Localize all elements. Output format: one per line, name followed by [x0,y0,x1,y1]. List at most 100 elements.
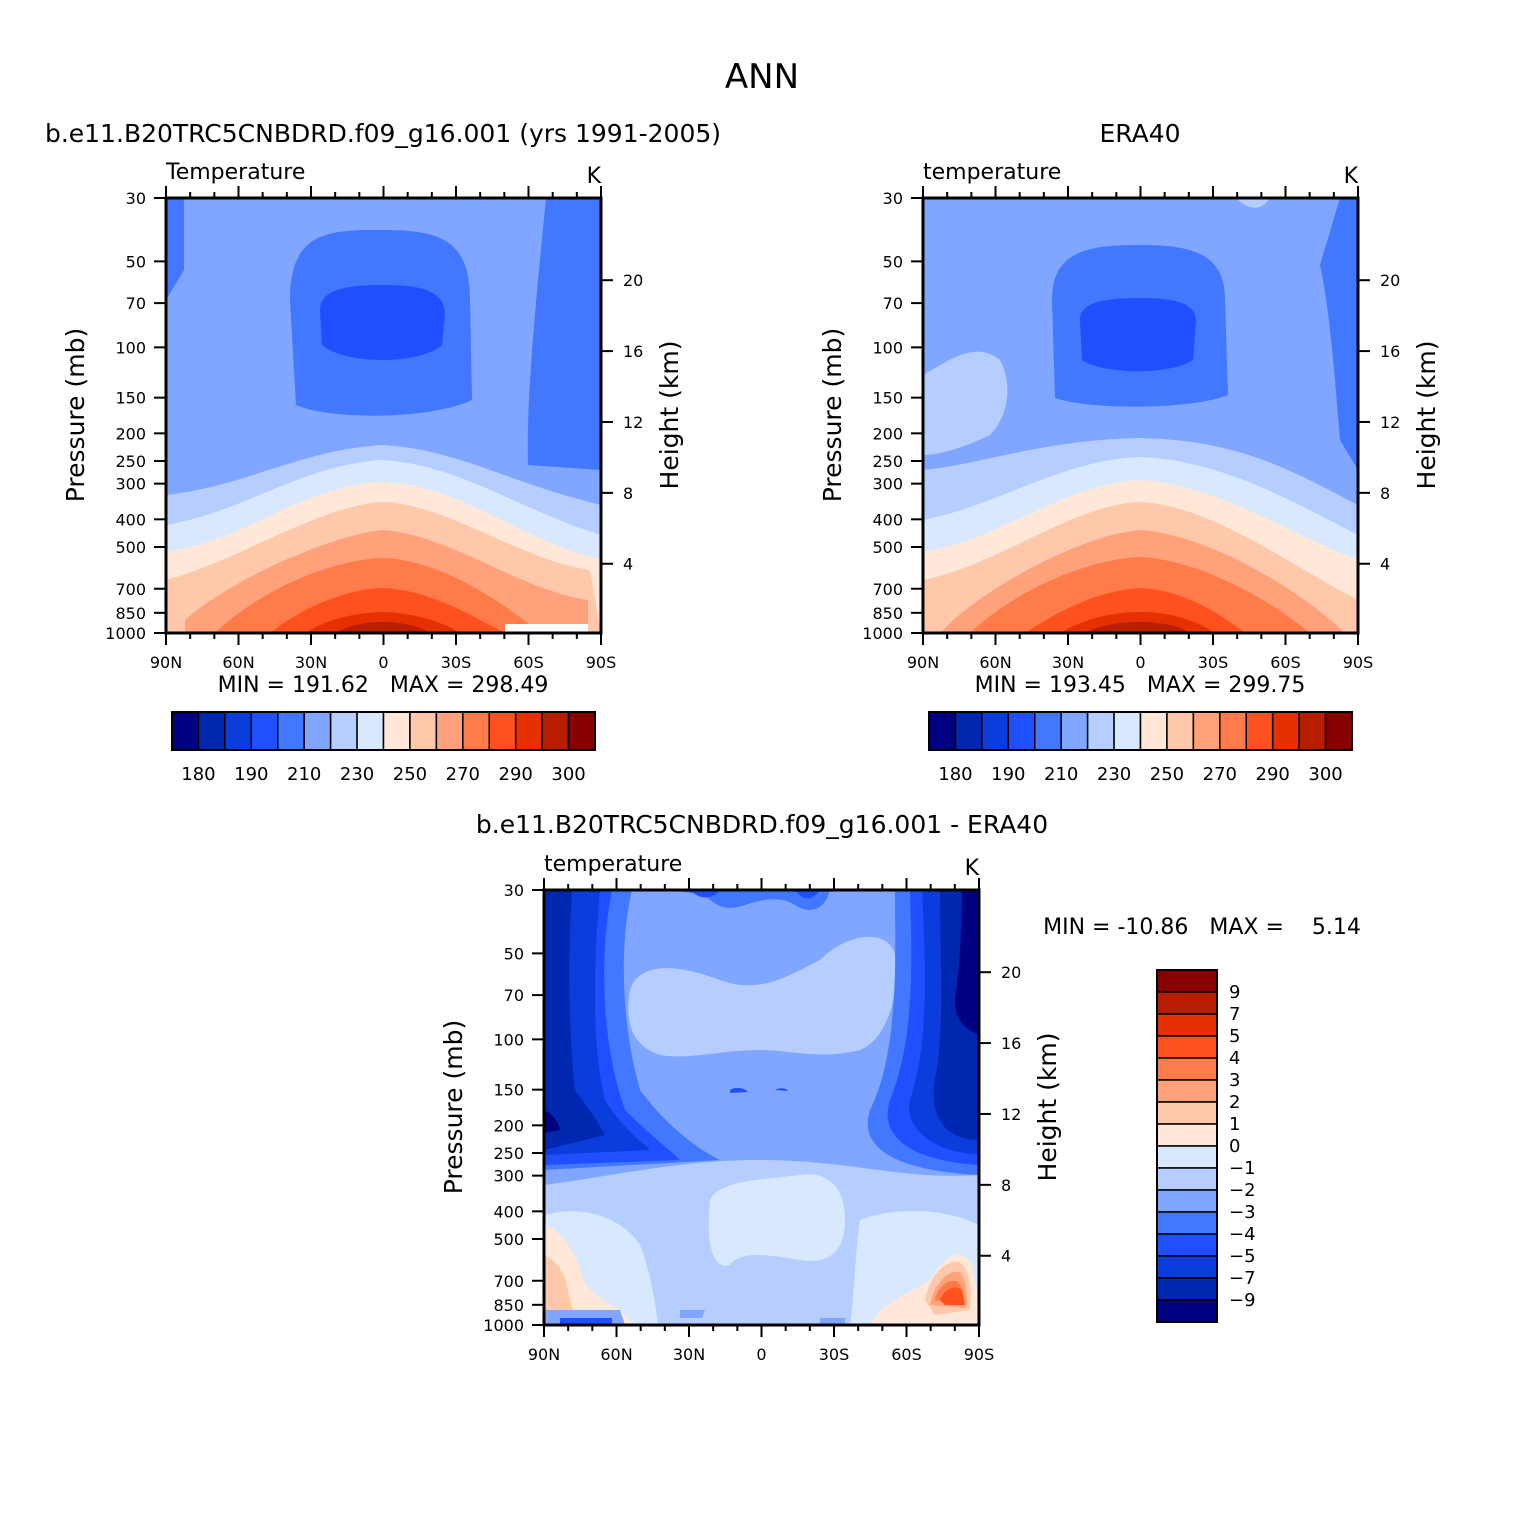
y-right-tick-label: 4 [1380,555,1390,574]
colorbar-label: 250 [1150,764,1184,785]
colorbar: 180 190 210 230 250 270 290 300 [171,711,596,785]
colorbar-swatch [250,711,279,751]
x-tick-label: 0 [1135,653,1145,672]
contour-field [166,198,601,633]
colorbar-swatch [1156,1255,1218,1279]
min-max-stats: MIN = 193.45 MAX = 299.75 [975,673,1306,698]
x-tick-label: 90N [528,1345,560,1364]
colorbar-swatch [1034,711,1062,751]
colorbar-swatch [1113,711,1142,751]
colorbar-label: 190 [991,764,1025,785]
y-tick-label: 300 [493,1167,524,1186]
y-tick-label: 500 [493,1230,524,1249]
y-tick-label: 50 [883,252,903,271]
x-tick-label: 30N [1052,653,1084,672]
y-axis-label: Pressure (mb) [818,328,847,502]
colorbar-label: 300 [1308,764,1342,785]
x-tick-label: 30S [819,1345,850,1364]
variable-label: temperature [923,160,1061,185]
colorbar-label: −4 [1229,1224,1256,1245]
colorbar-label: 210 [1044,764,1078,785]
colorbar-swatch [1156,1167,1218,1191]
y-right-tick-label: 16 [1001,1034,1021,1053]
contour-field [544,890,979,1325]
colorbar-swatch [981,711,1010,751]
y-tick-label: 100 [493,1030,524,1049]
colorbar-swatch [1156,1057,1218,1081]
y-tick-label: 700 [493,1272,524,1291]
y-tick-label: 50 [126,252,146,271]
y-right-tick-label: 20 [1001,963,1021,982]
page-title: ANN [725,57,799,97]
y-tick-label: 150 [115,389,146,408]
y-tick-label: 200 [872,424,903,443]
y-right-tick-label: 4 [1001,1247,1011,1266]
colorbar-label: 5 [1229,1026,1240,1047]
colorbar-label: −2 [1229,1180,1256,1201]
colorbar-label: −1 [1229,1158,1256,1179]
colorbar-swatch [1166,711,1195,751]
y-tick-label: 300 [872,475,903,494]
panel-model: b.e11.B20TRC5CNBDRD.f09_g16.001 (yrs 199… [45,119,721,785]
x-tick-label: 0 [756,1345,766,1364]
y-tick-label: 30 [126,189,146,208]
x-tick-label: 0 [378,653,388,672]
x-tick-label: 90N [907,653,939,672]
colorbar-label: 230 [340,764,374,785]
colorbar-swatch [1060,711,1089,751]
y-right-tick-label: 8 [1001,1176,1011,1195]
y-tick-label: 1000 [483,1316,524,1335]
y-tick-label: 850 [493,1296,524,1315]
y-right-tick-label: 8 [1380,484,1390,503]
colorbar-swatch [329,711,358,751]
y-tick-label: 70 [126,294,146,313]
y-tick-label: 850 [115,604,146,623]
units-label: K [1344,164,1359,189]
y-tick-label: 100 [115,338,146,357]
x-tick-label: 30S [441,653,472,672]
colorbar-swatch [1007,711,1036,751]
x-tick-label: 90S [964,1345,995,1364]
y-axis-label: Pressure (mb) [61,328,90,502]
colorbar-label: 9 [1229,982,1240,1003]
colorbar-swatch [1156,1123,1218,1147]
y-tick-label: 400 [872,510,903,529]
colorbar-label: 3 [1229,1070,1240,1091]
colorbar-swatch [1156,1277,1218,1301]
colorbar-label: 4 [1229,1048,1240,1069]
colorbar-label: 290 [499,764,533,785]
units-label: K [587,164,602,189]
colorbar-swatch [1298,711,1327,751]
variable-label: Temperature [165,160,305,185]
colorbar-swatch [303,711,332,751]
colorbar-frame [171,711,596,751]
y-right-tick-label: 20 [623,271,643,290]
colorbar-swatch [1139,711,1168,751]
y-tick-label: 70 [504,986,524,1005]
x-tick-label: 60N [979,653,1011,672]
y-tick-label: 70 [883,294,903,313]
colorbar-label: 180 [938,764,972,785]
y-right-tick-label: 20 [1380,271,1400,290]
y-tick-label: 150 [493,1081,524,1100]
contour-field [923,198,1358,633]
colorbar-swatch [928,711,957,751]
colorbar-swatch [1324,711,1353,751]
colorbar-label: 290 [1256,764,1290,785]
x-tick-label: 60S [1270,653,1301,672]
colorbar-label: 250 [393,764,427,785]
y-right-tick-label: 12 [1380,413,1400,432]
min-max-stats: MIN = -10.86 MAX = 5.14 [1043,915,1361,940]
colorbar-swatch [462,711,490,751]
y-tick-label: 250 [872,452,903,471]
colorbar-label: 190 [234,764,268,785]
colorbar-swatch [1156,1035,1218,1059]
colorbar-swatch [1245,711,1274,751]
colorbar-label: −7 [1229,1268,1256,1289]
colorbar-frame [928,711,1353,751]
units-label: K [965,856,980,881]
x-tick-label: 90N [150,653,182,672]
